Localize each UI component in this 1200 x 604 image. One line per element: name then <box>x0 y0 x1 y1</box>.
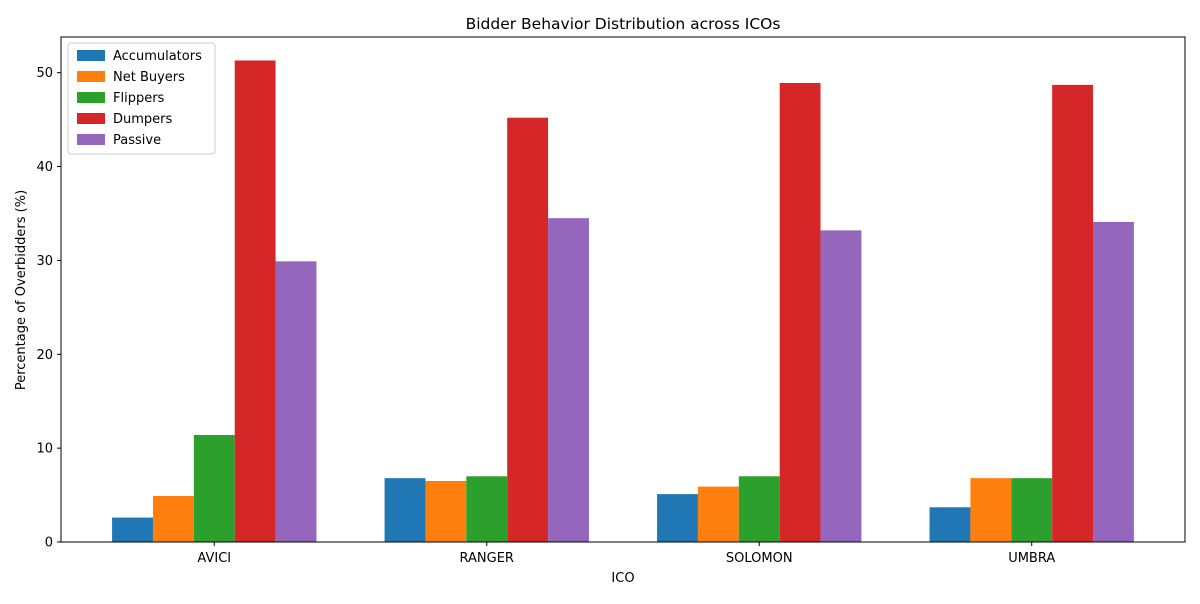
x-tick-label-avici: AVICI <box>197 551 231 566</box>
legend-swatch-dumpers <box>77 113 105 124</box>
plot-frame <box>60 36 1186 543</box>
bar-passive-umbra <box>1093 221 1134 543</box>
bar-net-buyers-umbra <box>970 478 1012 542</box>
legend-swatch-accumulators <box>77 50 105 61</box>
bar-accumulators-avici <box>112 517 153 542</box>
y-tick-label-50: 50 <box>36 66 53 81</box>
x-tick-label-umbra: UMBRA <box>1008 551 1055 566</box>
bar-accumulators-ranger <box>384 478 426 542</box>
bar-flippers-solomon <box>738 476 780 542</box>
bar-net-buyers-avici <box>152 496 194 542</box>
bar-dumpers-umbra <box>1052 84 1094 543</box>
bar-dumpers-ranger <box>507 117 549 542</box>
legend-label-passive: Passive <box>113 133 161 148</box>
legend-swatch-flippers <box>77 92 105 103</box>
bar-passive-avici <box>275 261 317 542</box>
legend-label-accumulators: Accumulators <box>113 49 202 64</box>
x-axis-label: ICO <box>611 571 634 586</box>
bar-accumulators-umbra <box>929 507 971 542</box>
x-tick-label-ranger: RANGER <box>460 551 514 566</box>
bar-flippers-umbra <box>1011 478 1053 542</box>
bar-flippers-avici <box>193 434 235 542</box>
y-tick-label-40: 40 <box>36 160 53 175</box>
legend-frame <box>67 42 216 155</box>
chart-title: Bidder Behavior Distribution across ICOs <box>466 15 781 33</box>
y-tick-label-0: 0 <box>45 536 53 551</box>
legend-swatch-passive <box>77 134 105 145</box>
x-tick-label-solomon: SOLOMON <box>726 551 793 566</box>
legend: Accumulators Net Buyers Flippers Dumpers Pas… <box>67 42 216 155</box>
y-tick-label-30: 30 <box>36 254 53 269</box>
legend-label-net-buyers: Net Buyers <box>113 70 185 85</box>
bar-passive-solomon <box>820 230 862 543</box>
y-axis-label: Percentage of Overbidders (%) <box>14 190 29 390</box>
bar-net-buyers-ranger <box>425 480 467 542</box>
bar-net-buyers-solomon <box>697 486 739 542</box>
axes-layer: 0 10 20 30 40 50 AVICI RANGER SOLOMON UMBRA <box>36 36 1186 566</box>
bar-passive-ranger <box>548 218 589 542</box>
bar-flippers-ranger <box>466 476 508 542</box>
bar-dumpers-avici <box>234 60 276 542</box>
bars-layer <box>112 60 1134 543</box>
y-tick-label-10: 10 <box>36 442 53 457</box>
bar-dumpers-solomon <box>779 82 821 543</box>
legend-swatch-net-buyers <box>77 71 105 82</box>
y-tick-label-20: 20 <box>36 348 53 363</box>
bar-accumulators-solomon <box>657 494 698 542</box>
legend-label-dumpers: Dumpers <box>113 112 173 127</box>
legend-label-flippers: Flippers <box>113 91 165 106</box>
